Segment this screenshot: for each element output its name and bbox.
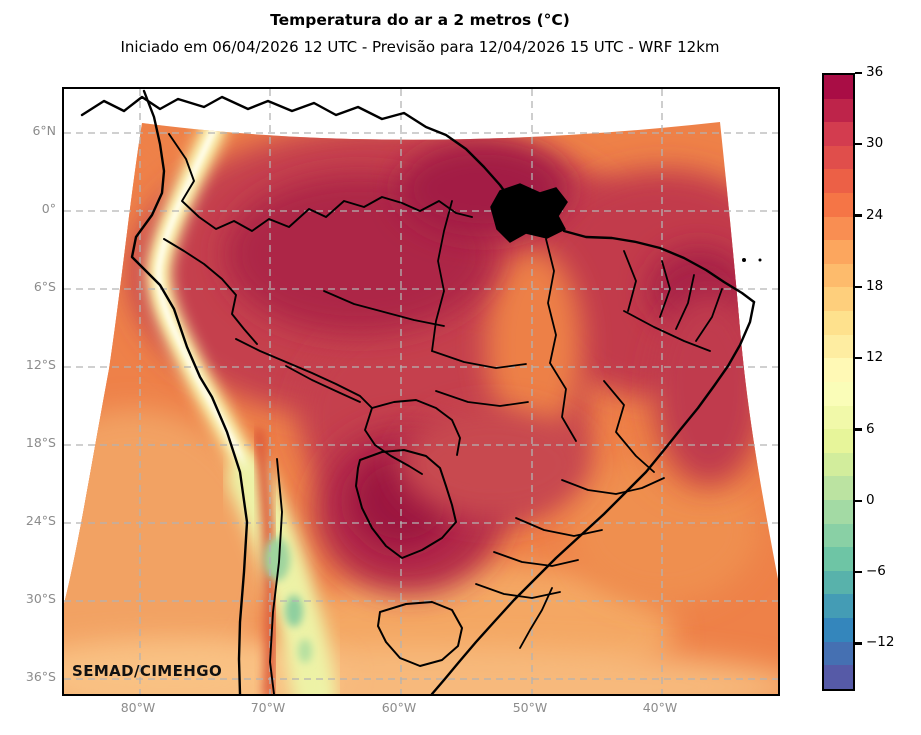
colorbar-tick — [855, 570, 862, 574]
border-state-rs-lagoon — [519, 587, 553, 649]
border-border-bolivia-brazil — [371, 399, 461, 456]
colorbar-tick — [855, 285, 862, 289]
border-coast-pacific — [130, 89, 249, 694]
colorbar-tick-label: −12 — [866, 634, 895, 651]
colorbar-band — [824, 641, 853, 666]
colorbar-band — [824, 429, 853, 453]
border-border-peru-bolivia-brazil — [235, 338, 423, 475]
border-coast-caribbean — [80, 95, 512, 201]
colorbar-band — [824, 570, 853, 595]
colorbar-band — [824, 122, 853, 146]
border-border-chile-argentina — [269, 458, 283, 694]
colorbar-tick — [855, 357, 862, 360]
lat-tick-label: 12°S — [25, 357, 56, 372]
landmark-amazon-delta-coast — [490, 183, 568, 243]
accent-andes-green-tip — [298, 639, 312, 663]
lat-tick-label: 30°S — [25, 591, 56, 606]
colorbar-band — [824, 499, 853, 524]
colorbar-tick-label: 30 — [866, 135, 884, 152]
island-dot-2 — [758, 258, 762, 262]
border-state-minas-saopaulo — [561, 477, 665, 495]
colorbar-band — [824, 381, 853, 406]
colorbar-band — [824, 216, 853, 241]
colorbar-band — [824, 75, 853, 99]
colorbar-band — [824, 618, 853, 642]
lon-tick-label: 60°W — [381, 700, 417, 715]
temp-blob-bottom-left-mild — [64, 639, 344, 694]
colorbar-band — [824, 665, 853, 689]
temp-blob-tocantins-corridor — [486, 249, 582, 439]
colorbar-band — [824, 193, 853, 217]
accent-andes-green-south — [285, 595, 303, 627]
border-state-amazonas-para — [431, 200, 453, 352]
watermark: SEMAD/CIMEHGO — [72, 662, 223, 680]
colorbar-band — [824, 334, 853, 359]
border-state-bahia-minas — [603, 380, 655, 473]
lat-tick-label: 0° — [41, 201, 56, 216]
colorbar-tick — [855, 143, 862, 146]
colorbar-tick-label: 18 — [866, 277, 884, 294]
colorbar-band — [824, 145, 853, 170]
lon-tick-label: 50°W — [512, 700, 548, 715]
lat-tick-label: 6°S — [33, 279, 56, 294]
border-state-mato-grosso — [431, 350, 529, 407]
colorbar — [822, 73, 855, 691]
temp-blob-east-coast-hot — [654, 294, 764, 484]
colorbar-band — [824, 287, 853, 312]
border-coast-north-brazil — [562, 229, 756, 304]
colorbar-band — [824, 476, 853, 500]
colorbar-tick — [855, 214, 862, 217]
border-state-parana-sc-rs — [475, 551, 579, 599]
border-state-para-maranhao — [545, 238, 557, 364]
colorbar-band — [824, 311, 853, 335]
colorbar-tick-label: 24 — [866, 206, 884, 223]
lat-tick-label: 18°S — [25, 435, 56, 450]
lon-tick-label: 40°W — [642, 700, 678, 715]
border-border-colombia-peru — [163, 238, 258, 345]
border-border-paraguay — [355, 449, 457, 559]
colorbar-tick — [855, 499, 862, 503]
colorbar-band — [824, 263, 853, 288]
colorbar-tick — [855, 71, 862, 75]
colorbar-band — [824, 169, 853, 194]
colorbar-band — [824, 98, 853, 123]
colorbar-band — [824, 594, 853, 619]
border-state-acre-rondonia — [285, 365, 361, 403]
border-border-venezuela-guianas — [168, 133, 473, 232]
colorbar-tick-label: −6 — [866, 563, 886, 580]
borders — [80, 89, 756, 694]
temperature-map — [64, 89, 778, 694]
colorbar-tick-label: 36 — [866, 64, 884, 80]
temp-blob-southwest-mild — [64, 409, 274, 694]
colorbar-tick-label: 6 — [866, 420, 875, 437]
border-coast-east-brazil — [430, 300, 756, 694]
temp-blob-sao-paulo-hot — [399, 409, 589, 519]
lat-tick-label: 24°S — [25, 513, 56, 528]
lat-tick-label: 6°N — [32, 123, 56, 138]
colorbar-tick — [855, 428, 862, 431]
lon-tick-label: 70°W — [250, 700, 286, 715]
colorbar-band — [824, 523, 853, 548]
colorbar-band — [824, 452, 853, 477]
page-title: Temperatura do ar a 2 metros (°C) — [270, 11, 570, 29]
border-state-northeast-web — [623, 250, 723, 352]
colorbar-band — [824, 240, 853, 264]
page-subtitle: Iniciado em 06/04/2026 12 UTC - Previsão… — [120, 38, 720, 56]
border-state-saopaulo-parana — [515, 517, 603, 537]
border-state-tocantins-goias — [549, 362, 577, 442]
colorbar-band — [824, 358, 853, 382]
colorbar-band — [824, 547, 853, 571]
colorbar-tick — [855, 642, 862, 645]
map-plot-area: SEMAD/CIMEHGO — [62, 87, 780, 696]
colorbar-tick-label: 12 — [866, 349, 884, 366]
lon-tick-label: 80°W — [120, 700, 156, 715]
colorbar-tick-label: 0 — [866, 491, 875, 508]
lat-tick-label: 36°S — [25, 669, 56, 684]
border-border-uruguay — [377, 601, 463, 667]
colorbar-band — [824, 405, 853, 430]
border-state-amazonas-south — [323, 290, 445, 327]
island-dot-1 — [742, 258, 746, 262]
